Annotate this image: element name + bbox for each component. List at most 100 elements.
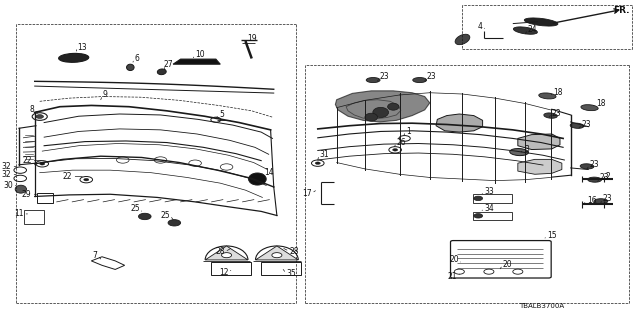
Circle shape <box>168 220 180 226</box>
Text: 23: 23 <box>380 72 389 81</box>
Ellipse shape <box>365 113 378 121</box>
Circle shape <box>392 148 397 151</box>
Ellipse shape <box>539 93 556 99</box>
Text: 21: 21 <box>448 272 458 281</box>
Circle shape <box>14 175 26 181</box>
Ellipse shape <box>580 164 594 169</box>
Circle shape <box>484 269 494 274</box>
Text: 23: 23 <box>552 108 561 117</box>
FancyBboxPatch shape <box>261 262 301 276</box>
Text: 27: 27 <box>164 60 173 69</box>
Text: 4: 4 <box>477 22 483 31</box>
Ellipse shape <box>509 148 529 156</box>
Ellipse shape <box>513 27 538 34</box>
Circle shape <box>399 136 410 141</box>
Circle shape <box>389 147 401 153</box>
Circle shape <box>272 252 282 258</box>
Circle shape <box>14 167 26 173</box>
Text: 13: 13 <box>77 43 87 52</box>
Text: 23: 23 <box>582 120 591 129</box>
Ellipse shape <box>524 18 558 26</box>
Text: 23: 23 <box>589 160 599 169</box>
FancyBboxPatch shape <box>472 194 511 203</box>
Ellipse shape <box>544 113 557 118</box>
FancyBboxPatch shape <box>36 193 53 204</box>
Text: 5: 5 <box>219 110 224 119</box>
Text: 18: 18 <box>554 88 563 97</box>
Text: TBALB3700A: TBALB3700A <box>519 303 564 309</box>
Text: 17: 17 <box>302 189 312 198</box>
Text: 34: 34 <box>484 204 494 213</box>
Ellipse shape <box>157 69 166 75</box>
Text: 28: 28 <box>289 247 299 256</box>
Text: 20: 20 <box>503 260 513 269</box>
Text: 14: 14 <box>264 168 274 177</box>
Polygon shape <box>518 134 560 149</box>
Polygon shape <box>205 246 248 260</box>
Ellipse shape <box>248 173 266 185</box>
Circle shape <box>32 113 47 120</box>
Ellipse shape <box>581 105 598 111</box>
Circle shape <box>312 160 324 166</box>
Circle shape <box>221 252 232 258</box>
Ellipse shape <box>388 103 399 110</box>
Text: 7: 7 <box>93 251 97 260</box>
Text: 9: 9 <box>102 91 108 100</box>
Ellipse shape <box>373 107 388 117</box>
Text: 22: 22 <box>63 172 72 181</box>
Circle shape <box>84 178 89 181</box>
Text: 24: 24 <box>528 25 538 34</box>
Circle shape <box>211 117 221 122</box>
Text: 32: 32 <box>2 162 12 171</box>
Text: 23: 23 <box>602 194 612 203</box>
Text: FR.: FR. <box>614 6 630 15</box>
Text: 15: 15 <box>547 231 557 240</box>
Circle shape <box>36 115 44 118</box>
Text: 16: 16 <box>587 196 596 205</box>
Text: 35: 35 <box>286 269 296 278</box>
Polygon shape <box>335 91 429 122</box>
Text: 1: 1 <box>406 127 411 136</box>
Circle shape <box>189 160 202 166</box>
Circle shape <box>474 196 483 201</box>
Ellipse shape <box>570 123 584 128</box>
Circle shape <box>80 177 93 183</box>
Ellipse shape <box>15 185 26 193</box>
Circle shape <box>40 163 45 165</box>
FancyBboxPatch shape <box>211 262 251 276</box>
Text: 33: 33 <box>484 187 494 196</box>
Circle shape <box>454 269 465 274</box>
Text: 30: 30 <box>3 181 13 190</box>
Ellipse shape <box>455 34 470 45</box>
Polygon shape <box>436 114 483 132</box>
Text: 22: 22 <box>22 156 31 165</box>
Polygon shape <box>173 59 220 64</box>
Circle shape <box>513 269 523 274</box>
Text: 11: 11 <box>14 209 24 219</box>
Text: 25: 25 <box>130 204 140 213</box>
Text: 23: 23 <box>427 72 436 81</box>
Ellipse shape <box>588 177 602 182</box>
Polygon shape <box>255 246 298 260</box>
Text: 19: 19 <box>247 34 257 43</box>
Text: 28: 28 <box>215 247 225 257</box>
Circle shape <box>138 213 151 220</box>
Text: 23: 23 <box>600 173 609 182</box>
Circle shape <box>154 157 167 163</box>
Text: 32: 32 <box>2 170 12 179</box>
Polygon shape <box>346 100 401 119</box>
Text: 20: 20 <box>449 255 459 264</box>
Text: 25: 25 <box>160 211 170 220</box>
Circle shape <box>116 157 129 163</box>
Text: 6: 6 <box>134 54 139 63</box>
Ellipse shape <box>127 64 134 70</box>
Text: 26: 26 <box>396 138 406 147</box>
Text: 12: 12 <box>219 268 228 277</box>
Ellipse shape <box>59 53 89 62</box>
Text: 2: 2 <box>606 172 611 181</box>
Text: 29: 29 <box>22 190 31 199</box>
Circle shape <box>316 162 320 164</box>
FancyBboxPatch shape <box>24 210 44 224</box>
Text: 10: 10 <box>195 50 205 59</box>
Circle shape <box>36 161 49 167</box>
